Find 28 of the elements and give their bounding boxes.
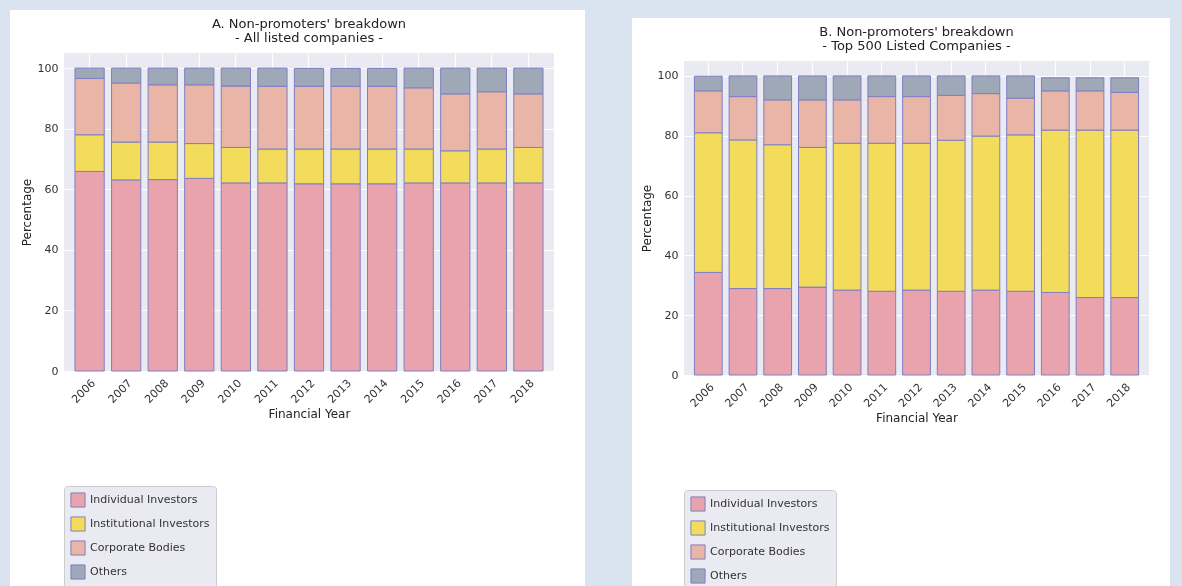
y-tick-label: 40 [44, 243, 59, 257]
y-tick-label: 40 [664, 248, 679, 262]
y-tick-label: 0 [51, 364, 59, 378]
legend-label: Individual Investors [710, 497, 818, 510]
legend-label: Institutional Investors [710, 521, 830, 534]
legend-label: Corporate Bodies [710, 545, 806, 558]
chart-subtitle: - All listed companies - [235, 30, 384, 45]
y-tick-label: 60 [664, 189, 679, 203]
y-tick-label: 100 [37, 61, 59, 75]
y-tick-label: 60 [44, 182, 59, 196]
y-tick-label: 100 [657, 69, 679, 83]
y-axis-title: Percentage [19, 178, 34, 247]
chart-title: B. Non-promoters' breakdown [819, 24, 1014, 39]
legend-label: Corporate Bodies [90, 541, 186, 554]
x-axis-title: Financial Year [876, 411, 958, 426]
legend-label: Institutional Investors [90, 517, 210, 530]
legend-label: Others [710, 569, 748, 582]
y-tick-label: 20 [664, 308, 679, 322]
legend-label: Others [90, 565, 128, 578]
chart-title: A. Non-promoters' breakdown [211, 16, 407, 31]
y-tick-label: 80 [664, 129, 679, 143]
y-tick-label: 20 [44, 303, 59, 317]
legend-label: Individual Investors [90, 493, 198, 506]
y-tick-label: 0 [671, 368, 679, 382]
y-axis-title: Percentage [639, 184, 654, 253]
y-tick-label: 80 [44, 122, 59, 136]
chart-subtitle: - Top 500 Listed Companies - [822, 38, 1011, 53]
x-axis-title: Financial Year [268, 407, 351, 422]
